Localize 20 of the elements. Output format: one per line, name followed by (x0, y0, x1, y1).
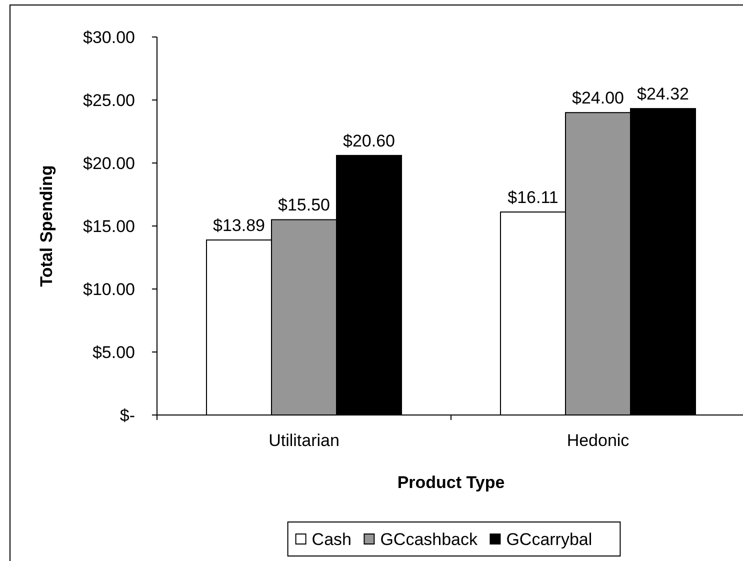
legend-label: Cash (312, 530, 352, 549)
y-tick-label: $20.00 (83, 154, 135, 173)
x-axis-title: Product Type (397, 473, 505, 492)
legend-label: GCcashback (380, 530, 478, 549)
x-tick-label: Utilitarian (268, 431, 340, 450)
data-label: $16.11 (508, 188, 558, 208)
y-tick-label: $25.00 (83, 91, 135, 110)
legend-label: GCcarrybal (506, 530, 592, 549)
data-label: $15.50 (278, 196, 330, 215)
data-label: $13.89 (213, 216, 265, 235)
y-axis-title: Total Spending (37, 165, 56, 287)
y-tick-label: $10.00 (83, 280, 135, 299)
data-label: $24.32 (637, 84, 689, 104)
y-tick-label: $15.00 (83, 217, 135, 236)
y-tick-label: $- (120, 406, 135, 425)
data-label: $24.00 (572, 88, 624, 108)
y-tick-label: $5.00 (92, 343, 135, 362)
y-tick-label: $30.00 (83, 28, 135, 47)
x-tick-label: Hedonic (566, 431, 630, 450)
data-label: $20.60 (343, 131, 395, 150)
